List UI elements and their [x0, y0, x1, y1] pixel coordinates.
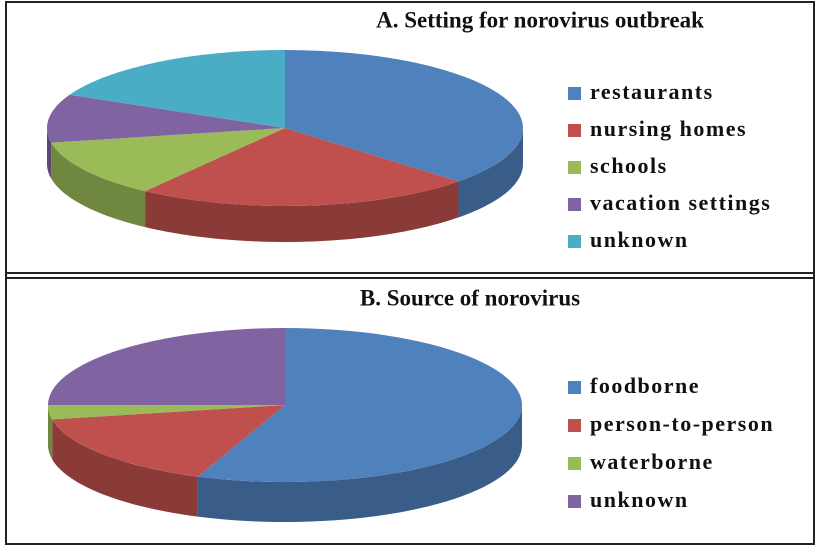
- legend-label: restaurants: [590, 79, 714, 104]
- legend-swatch: [568, 161, 581, 174]
- legend-label: unknown: [590, 487, 689, 512]
- legend-swatch: [568, 235, 581, 248]
- pie-slice: [52, 405, 285, 477]
- chart-title: A. Setting for norovirus outbreak: [376, 7, 704, 32]
- pie-slice-side: [47, 128, 52, 179]
- legend-swatch: [568, 87, 581, 100]
- pie-slice: [145, 128, 459, 206]
- pie-slice-side: [52, 419, 198, 517]
- pie-slice: [51, 128, 285, 192]
- legend-swatch: [568, 457, 581, 470]
- legend-swatch: [568, 495, 581, 508]
- legend-label: person-to-person: [590, 411, 774, 436]
- legend-swatch: [568, 124, 581, 137]
- pie-slice: [48, 405, 285, 420]
- pie-slice: [69, 50, 286, 128]
- legend-swatch: [568, 419, 581, 432]
- pie-slice-side: [51, 142, 146, 228]
- legend-label: foodborne: [590, 373, 700, 398]
- pie-slice: [285, 50, 523, 182]
- pie-slice-side: [197, 405, 522, 522]
- pie-slice-side: [48, 405, 53, 460]
- legend-label: nursing homes: [590, 116, 747, 141]
- legend-label: unknown: [590, 227, 689, 252]
- legend-swatch: [568, 198, 581, 211]
- legend-label: waterborne: [590, 449, 714, 474]
- pie-slice-side: [145, 181, 459, 242]
- legend-label: schools: [590, 153, 668, 178]
- legend-swatch: [568, 381, 581, 394]
- pie-slice-side: [458, 128, 523, 218]
- chart-title: B. Source of norovirus: [360, 285, 580, 310]
- pie-slice: [47, 94, 285, 143]
- pie-slice: [48, 328, 285, 405]
- pie-slice: [197, 328, 522, 483]
- legend-label: vacation settings: [590, 190, 771, 215]
